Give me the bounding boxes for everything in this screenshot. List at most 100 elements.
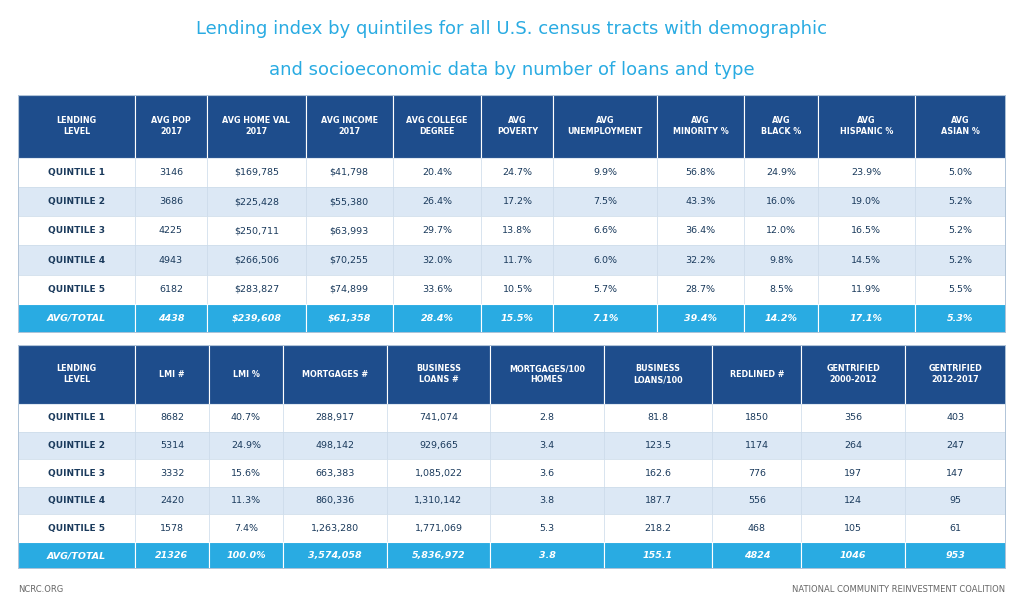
FancyBboxPatch shape	[914, 158, 1006, 187]
Text: LMI %: LMI %	[232, 370, 259, 379]
FancyBboxPatch shape	[283, 542, 387, 569]
Text: 11.9%: 11.9%	[851, 285, 882, 294]
Text: 3.8: 3.8	[539, 551, 555, 560]
FancyBboxPatch shape	[209, 487, 283, 514]
Text: 5,836,972: 5,836,972	[412, 551, 465, 560]
FancyBboxPatch shape	[387, 514, 490, 542]
FancyBboxPatch shape	[905, 487, 1006, 514]
Text: BUSINESS
LOANS #: BUSINESS LOANS #	[416, 364, 461, 384]
Text: $70,255: $70,255	[330, 255, 369, 265]
Text: 123.5: 123.5	[644, 441, 672, 450]
FancyBboxPatch shape	[18, 304, 135, 333]
FancyBboxPatch shape	[392, 187, 481, 216]
FancyBboxPatch shape	[392, 274, 481, 304]
FancyBboxPatch shape	[801, 514, 905, 542]
Text: 17.2%: 17.2%	[503, 197, 532, 206]
FancyBboxPatch shape	[604, 345, 713, 404]
FancyBboxPatch shape	[905, 345, 1006, 404]
FancyBboxPatch shape	[553, 158, 657, 187]
Text: $250,711: $250,711	[233, 226, 279, 235]
Text: 33.6%: 33.6%	[422, 285, 453, 294]
FancyBboxPatch shape	[905, 459, 1006, 487]
FancyBboxPatch shape	[657, 187, 744, 216]
FancyBboxPatch shape	[657, 274, 744, 304]
FancyBboxPatch shape	[657, 246, 744, 274]
Text: 6182: 6182	[159, 285, 183, 294]
Text: $41,798: $41,798	[330, 168, 369, 177]
Text: 26.4%: 26.4%	[422, 197, 452, 206]
Text: 5.2%: 5.2%	[948, 226, 972, 235]
Text: $239,608: $239,608	[231, 314, 282, 323]
FancyBboxPatch shape	[604, 514, 713, 542]
Text: 56.8%: 56.8%	[685, 168, 716, 177]
Text: QUINTILE 3: QUINTILE 3	[48, 226, 105, 235]
FancyBboxPatch shape	[135, 158, 207, 187]
Text: 24.7%: 24.7%	[503, 168, 532, 177]
FancyBboxPatch shape	[801, 542, 905, 569]
Text: 3.8: 3.8	[540, 496, 555, 505]
Text: 20.4%: 20.4%	[422, 168, 452, 177]
Text: 3686: 3686	[159, 197, 183, 206]
Text: 5.5%: 5.5%	[948, 285, 972, 294]
Text: 5.2%: 5.2%	[948, 197, 972, 206]
Text: 7.4%: 7.4%	[233, 524, 258, 533]
Text: 32.2%: 32.2%	[685, 255, 716, 265]
Text: QUINTILE 4: QUINTILE 4	[48, 255, 105, 265]
FancyBboxPatch shape	[18, 274, 135, 304]
FancyBboxPatch shape	[207, 304, 306, 333]
Text: NATIONAL COMMUNITY REINVESTMENT COALITION: NATIONAL COMMUNITY REINVESTMENT COALITIO…	[793, 585, 1006, 594]
FancyBboxPatch shape	[387, 345, 490, 404]
FancyBboxPatch shape	[553, 216, 657, 246]
Text: 187.7: 187.7	[644, 496, 672, 505]
FancyBboxPatch shape	[387, 487, 490, 514]
Text: AVG
UNEMPLOYMENT: AVG UNEMPLOYMENT	[567, 116, 643, 136]
Text: 14.5%: 14.5%	[851, 255, 882, 265]
FancyBboxPatch shape	[209, 542, 283, 569]
FancyBboxPatch shape	[818, 158, 914, 187]
FancyBboxPatch shape	[818, 95, 914, 158]
FancyBboxPatch shape	[207, 187, 306, 216]
FancyBboxPatch shape	[553, 304, 657, 333]
Text: 17.1%: 17.1%	[850, 314, 883, 323]
FancyBboxPatch shape	[135, 487, 209, 514]
FancyBboxPatch shape	[306, 274, 392, 304]
Text: 741,074: 741,074	[419, 414, 458, 422]
Text: 9.8%: 9.8%	[769, 255, 793, 265]
Text: 11.7%: 11.7%	[503, 255, 532, 265]
FancyBboxPatch shape	[744, 216, 818, 246]
FancyBboxPatch shape	[713, 459, 801, 487]
Text: 5.2%: 5.2%	[948, 255, 972, 265]
Text: 155.1: 155.1	[643, 551, 673, 560]
FancyBboxPatch shape	[744, 158, 818, 187]
Text: AVG
MINORITY %: AVG MINORITY %	[673, 116, 728, 136]
Text: 4225: 4225	[159, 226, 183, 235]
FancyBboxPatch shape	[604, 542, 713, 569]
FancyBboxPatch shape	[306, 187, 392, 216]
FancyBboxPatch shape	[387, 432, 490, 459]
Text: AVG
HISPANIC %: AVG HISPANIC %	[840, 116, 893, 136]
FancyBboxPatch shape	[18, 158, 135, 187]
FancyBboxPatch shape	[209, 345, 283, 404]
FancyBboxPatch shape	[553, 246, 657, 274]
FancyBboxPatch shape	[657, 158, 744, 187]
FancyBboxPatch shape	[490, 459, 604, 487]
FancyBboxPatch shape	[553, 95, 657, 158]
FancyBboxPatch shape	[481, 158, 553, 187]
Text: AVG HOME VAL
2017: AVG HOME VAL 2017	[222, 116, 291, 136]
FancyBboxPatch shape	[490, 432, 604, 459]
FancyBboxPatch shape	[604, 432, 713, 459]
Text: Lending index by quintiles for all U.S. census tracts with demographic: Lending index by quintiles for all U.S. …	[197, 20, 827, 38]
Text: 468: 468	[748, 524, 766, 533]
Text: 7.5%: 7.5%	[593, 197, 617, 206]
FancyBboxPatch shape	[207, 216, 306, 246]
Text: 14.2%: 14.2%	[765, 314, 798, 323]
FancyBboxPatch shape	[392, 246, 481, 274]
Text: 929,665: 929,665	[419, 441, 458, 450]
Text: 8.5%: 8.5%	[769, 285, 793, 294]
Text: 21326: 21326	[156, 551, 188, 560]
FancyBboxPatch shape	[209, 459, 283, 487]
Text: MORTGAGES/100
HOMES: MORTGAGES/100 HOMES	[509, 364, 585, 384]
FancyBboxPatch shape	[18, 542, 135, 569]
FancyBboxPatch shape	[283, 432, 387, 459]
Text: 147: 147	[946, 469, 965, 478]
